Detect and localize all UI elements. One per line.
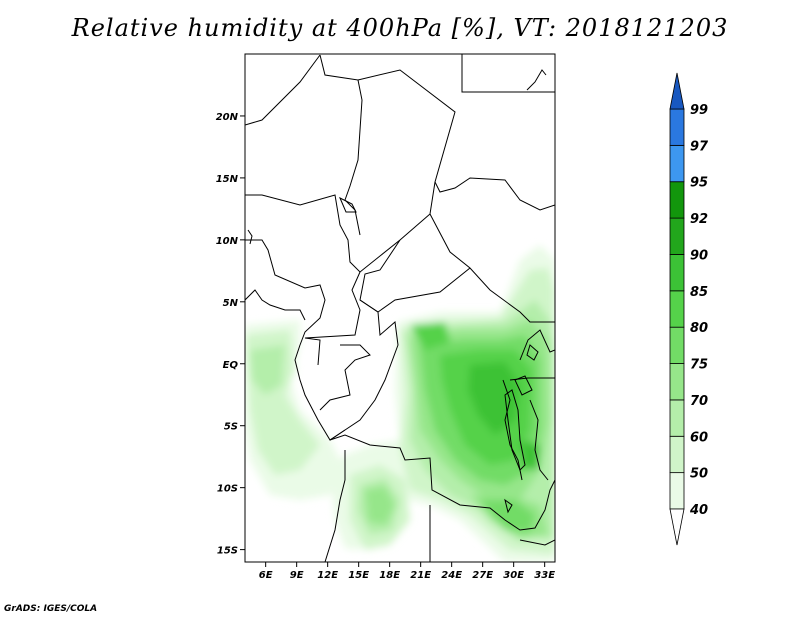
colorbar-label: 95 [690,176,708,191]
lat-tick-label: 10N [216,236,239,247]
colorbar-label: 97 [690,139,709,154]
lon-tick-label: 30E [503,570,524,581]
lon-tick-label: 27E [472,570,493,581]
longitude-axis: 6E 9E 12E 15E 18E 21E 24E 27E 30E 33E [259,562,555,581]
colorbar-segment [669,290,685,328]
colorbar-segment [669,108,685,146]
lat-tick-label: 5S [224,422,238,433]
colorbar-label: 85 [690,285,708,300]
chart-title: Relative humidity at 400hPa [%], VT: 201… [71,14,729,42]
colorbar-label: 40 [689,503,708,518]
colorbar-label: 60 [690,430,708,445]
lon-tick-label: 12E [317,570,338,581]
lon-tick-label: 9E [290,570,304,581]
colorbar-label: 50 [690,467,708,482]
colorbar-segment [669,217,685,255]
colorbar-segment [669,435,685,474]
colorbar-segment [669,399,685,437]
colorbar: 40 50 60 70 75 80 85 90 92 95 97 99 [669,72,709,546]
lon-tick-label: 33E [534,570,555,581]
colorbar-label: 99 [690,103,708,118]
colorbar-label: 90 [690,248,708,263]
lat-tick-label: 15S [217,546,238,557]
rh-band-85 [468,362,520,435]
colorbar-segment [669,181,685,219]
colorbar-segment [669,326,685,364]
colorbar-bottom-arrow [669,508,685,546]
colorbar-label: 92 [690,212,708,227]
lat-tick-label: EQ [223,360,239,371]
colorbar-label: 70 [690,394,708,409]
lat-tick-label: 10S [217,484,238,495]
lon-tick-label: 6E [259,570,273,581]
rh-band-70-south [365,486,395,525]
rh-band-75-se [480,500,535,532]
lon-tick-label: 15E [348,570,369,581]
country-borders [245,54,555,562]
colorbar-label: 80 [690,321,708,336]
lon-tick-label: 24E [441,570,462,581]
credit-label: GrADS: IGES/COLA [4,604,98,614]
rh-band-80-ne [410,322,450,350]
lon-tick-label: 18E [379,570,400,581]
colorbar-segment [669,472,685,510]
lat-tick-label: 20N [216,112,239,123]
rh-band-60-west [250,345,285,395]
lon-tick-label: 21E [410,570,431,581]
map-frame [244,53,556,563]
colorbar-segment [669,144,685,183]
latitude-axis: 20N 15N 10N 5N EQ 5S 10S 15S [216,112,245,557]
colorbar-segment [669,254,685,292]
lat-tick-label: 5N [223,298,239,309]
colorbar-segment [669,363,685,401]
colorbar-top-arrow [669,72,685,110]
humidity-shading [245,245,555,562]
colorbar-label: 75 [690,358,708,373]
lat-tick-label: 15N [216,174,239,185]
